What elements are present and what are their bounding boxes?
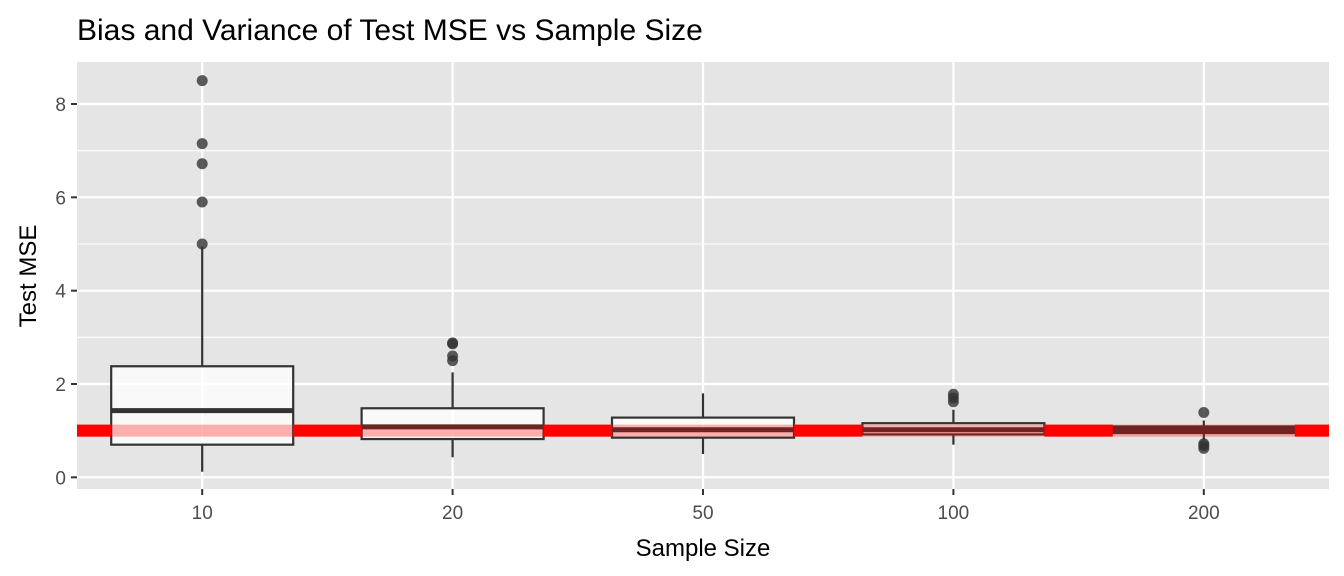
y-axis: 0 2 4 6 8 <box>55 95 77 489</box>
outlier-point <box>447 350 459 362</box>
x-tick-label: 200 <box>1188 503 1220 524</box>
y-tick-label: 0 <box>55 468 66 489</box>
y-axis-title: Test MSE <box>15 225 42 328</box>
x-tick-label: 100 <box>938 503 970 524</box>
box-20 <box>360 372 545 458</box>
x-tick-label: 10 <box>192 503 213 524</box>
plot-panel <box>77 62 1329 489</box>
outlier-point <box>196 158 208 170</box>
y-tick-label: 2 <box>55 375 66 396</box>
outlier-point <box>947 388 959 400</box>
box-10 <box>110 246 295 472</box>
y-tick-label: 6 <box>55 188 66 209</box>
y-tick-label: 8 <box>55 95 66 116</box>
box-50 <box>610 393 796 454</box>
outlier-point <box>1198 406 1210 418</box>
box-body <box>360 407 545 441</box>
x-axis: 10 20 50 100 200 <box>192 489 1220 524</box>
x-tick-label: 20 <box>442 503 463 524</box>
x-tick-label: 50 <box>692 503 713 524</box>
outlier-point <box>196 138 208 150</box>
outlier-point <box>196 238 208 250</box>
outlier-point <box>196 75 208 87</box>
box-body <box>110 365 295 446</box>
y-tick-label: 4 <box>55 282 66 303</box>
chart-title: Bias and Variance of Test MSE vs Sample … <box>77 14 703 47</box>
x-axis-title: Sample Size <box>636 535 771 562</box>
outlier-point <box>1198 438 1210 450</box>
outlier-point <box>447 337 459 349</box>
outlier-point <box>196 196 208 208</box>
